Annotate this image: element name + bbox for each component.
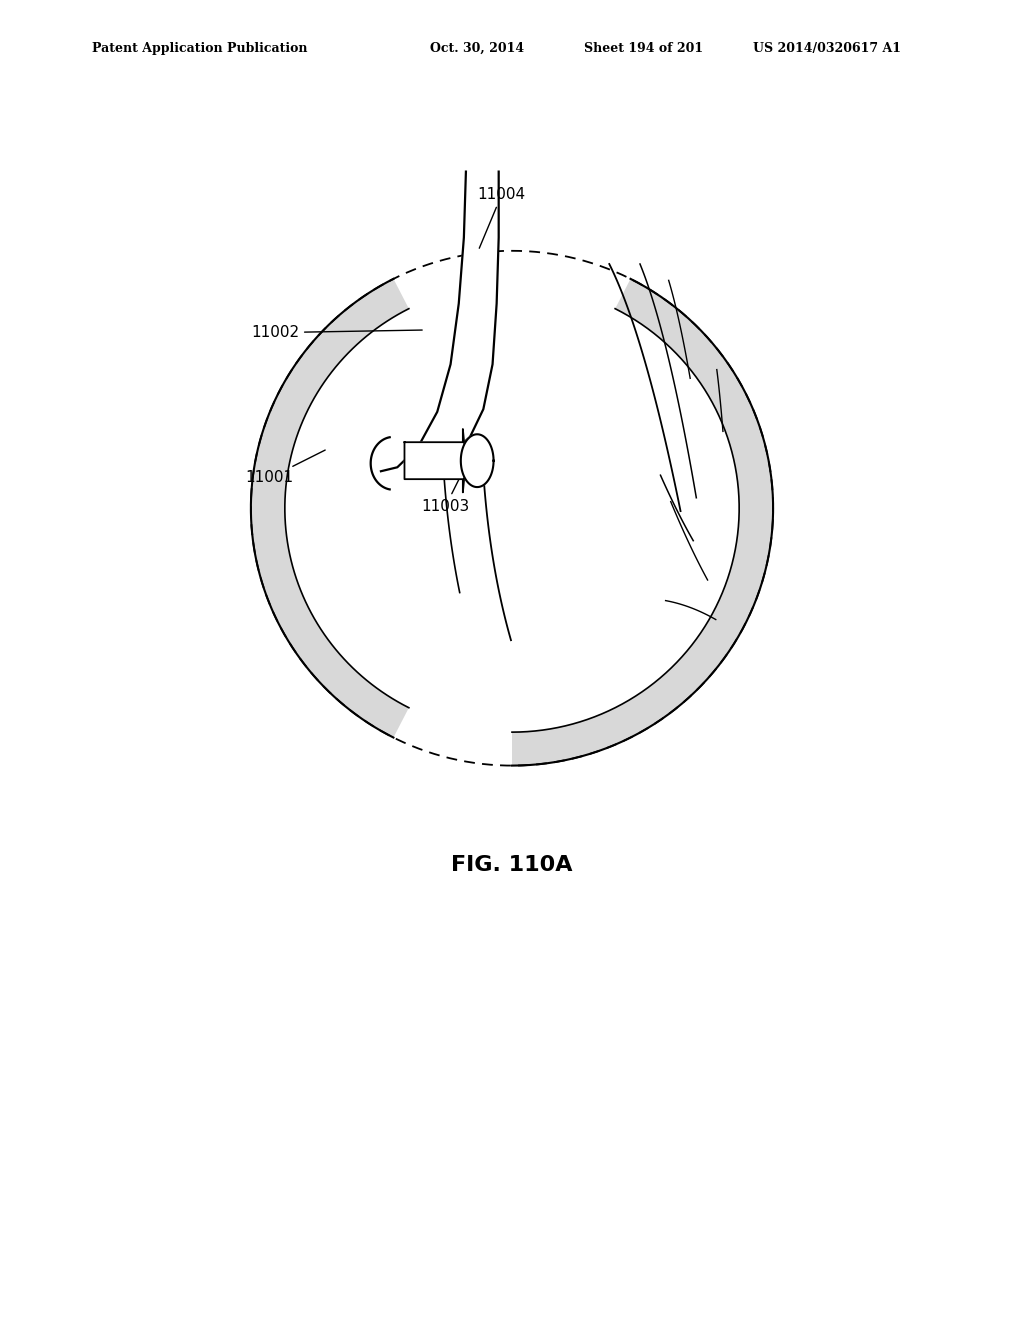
- Text: US 2014/0320617 A1: US 2014/0320617 A1: [753, 42, 901, 55]
- Text: Patent Application Publication: Patent Application Publication: [92, 42, 307, 55]
- Text: 11003: 11003: [421, 451, 473, 513]
- Polygon shape: [512, 279, 773, 766]
- Text: 11001: 11001: [246, 450, 326, 486]
- Text: Oct. 30, 2014: Oct. 30, 2014: [430, 42, 524, 55]
- Text: 11002: 11002: [251, 325, 422, 341]
- Polygon shape: [371, 172, 499, 490]
- Polygon shape: [404, 429, 466, 492]
- Text: 11004: 11004: [478, 187, 525, 248]
- Text: FIG. 110A: FIG. 110A: [452, 854, 572, 875]
- Polygon shape: [251, 279, 409, 738]
- Text: Sheet 194 of 201: Sheet 194 of 201: [584, 42, 702, 55]
- Polygon shape: [461, 434, 494, 487]
